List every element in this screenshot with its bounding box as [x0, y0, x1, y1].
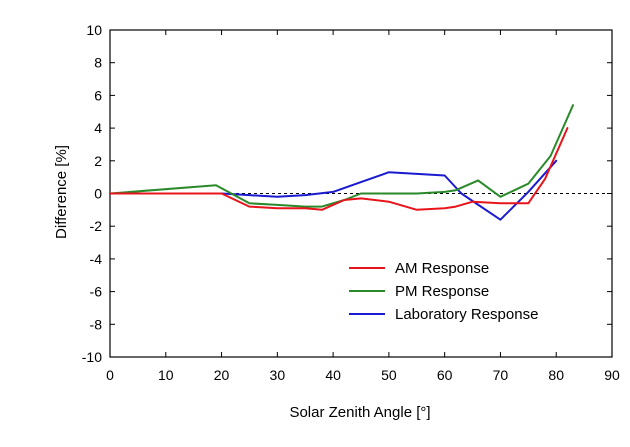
series-line-am-response [109, 127, 569, 211]
x-tick-label: 60 [437, 367, 453, 383]
legend-label: AM Response [395, 260, 489, 277]
y-tick-label: 4 [94, 120, 102, 136]
series-line-laboratory-response [109, 159, 558, 221]
x-tick-label: 80 [548, 367, 564, 383]
y-axis-title: Difference [%] [53, 145, 70, 239]
x-tick-label: 50 [381, 367, 397, 383]
y-tick-label: -6 [90, 284, 103, 300]
plot-area: 0 10 20 30 40 50 60 70 80 901086420-2-4-6-8-10AM … [82, 22, 620, 383]
y-tick-label: -8 [90, 316, 103, 332]
x-tick-label: 10 [158, 367, 174, 383]
x-tick-label: 40 [325, 367, 341, 383]
x-tick-label: 0 [106, 367, 114, 383]
y-tick-label: 0 [94, 186, 102, 202]
y-tick-label: 8 [94, 55, 102, 71]
x-tick-label: 70 [493, 367, 509, 383]
legend-label: PM Response [395, 283, 489, 300]
x-tick-label: 30 [270, 367, 286, 383]
y-tick-label: 10 [86, 22, 102, 38]
x-tick-label: 20 [214, 367, 230, 383]
y-tick-label: -10 [82, 349, 102, 365]
series-line-pm-response [109, 104, 574, 208]
y-tick-label: 2 [94, 153, 102, 169]
y-tick-label: -2 [90, 218, 103, 234]
y-tick-label: 6 [94, 87, 102, 103]
x-tick-label: 90 [604, 367, 620, 383]
x-axis-title: Solar Zenith Angle [°] [289, 404, 430, 421]
legend-label: Laboratory Response [395, 306, 538, 323]
y-tick-label: -4 [90, 251, 103, 267]
